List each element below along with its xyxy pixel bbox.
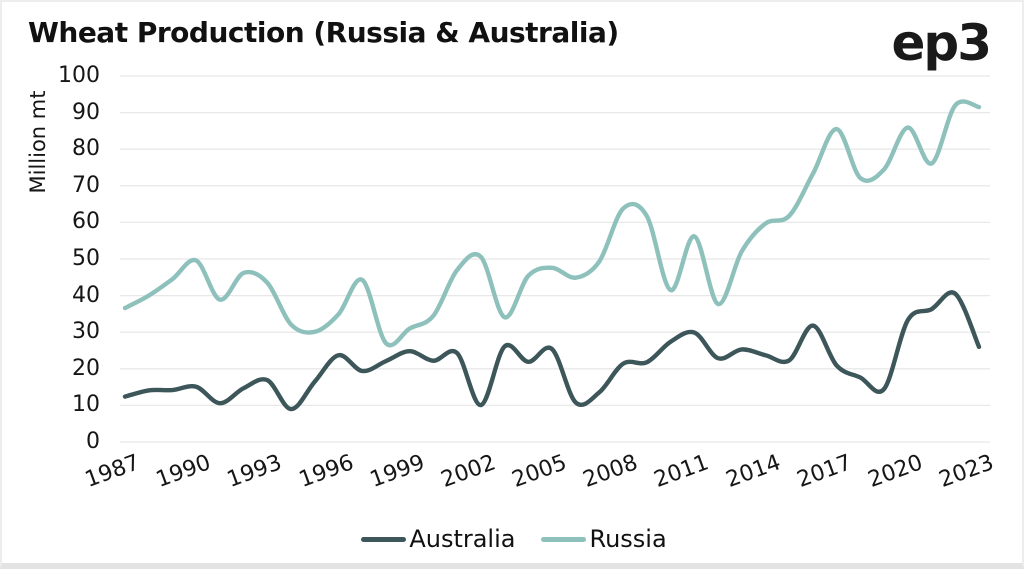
y-tick-label: 0 — [86, 429, 100, 454]
y-tick-label: 90 — [72, 99, 100, 125]
australia-line — [122, 290, 982, 412]
y-tick-label: 80 — [72, 136, 100, 162]
ep3-brand-logo: ep3 — [891, 14, 992, 72]
y-tick-label: 60 — [72, 209, 100, 235]
legend-item-russia: Russia — [541, 525, 667, 553]
legend-label-russia: Russia — [589, 525, 667, 553]
russia-line-swatch — [541, 536, 587, 542]
legend-label-australia: Australia — [409, 525, 516, 553]
gridlines — [120, 75, 990, 443]
y-tick-label: 30 — [72, 319, 100, 345]
y-tick-label: 10 — [72, 392, 100, 418]
chart-legend: Australia Russia — [2, 522, 1022, 556]
legend-item-australia: Australia — [361, 525, 515, 553]
y-tick-label: 70 — [72, 172, 100, 198]
y-tick-label: 50 — [72, 246, 100, 271]
australia-line-swatch — [361, 536, 407, 542]
y-tick-label: 100 — [58, 63, 100, 88]
page-title: Wheat Production (Russia & Australia) — [28, 16, 619, 49]
y-tick-label: 20 — [72, 355, 100, 381]
y-tick-label: 40 — [72, 282, 100, 308]
russia-line — [122, 99, 982, 348]
